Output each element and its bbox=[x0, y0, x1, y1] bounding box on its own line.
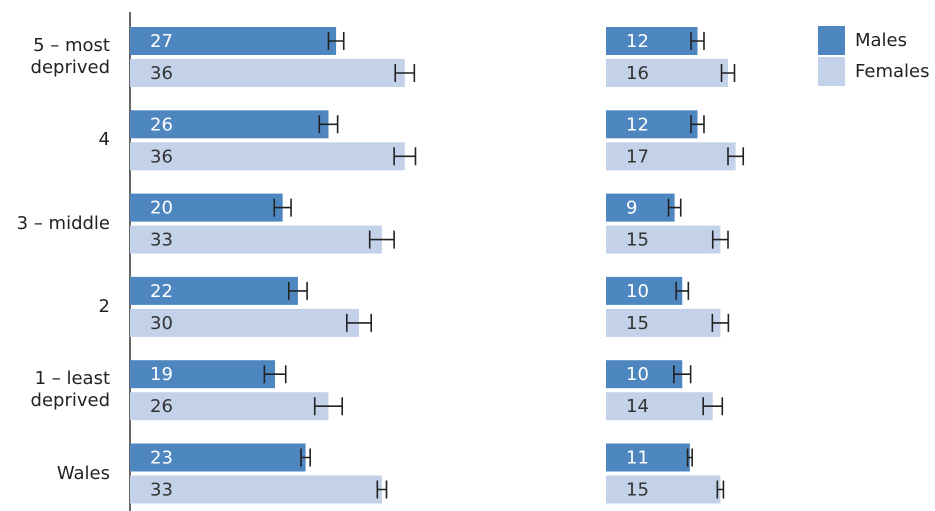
error-bar bbox=[393, 147, 417, 166]
error-bar bbox=[667, 198, 682, 217]
value-label: 19 bbox=[150, 364, 173, 385]
error-bar bbox=[690, 115, 705, 134]
bar bbox=[606, 443, 690, 472]
bar bbox=[130, 142, 405, 171]
value-label: 20 bbox=[150, 198, 173, 219]
bar bbox=[130, 193, 283, 222]
category-label: Wales bbox=[56, 462, 110, 484]
value-label: 33 bbox=[150, 480, 173, 501]
legend-swatch bbox=[818, 26, 845, 55]
bar bbox=[130, 59, 405, 87]
value-label: 15 bbox=[626, 480, 649, 501]
value-label: 27 bbox=[150, 31, 173, 52]
error-bar bbox=[376, 480, 388, 499]
error-bar bbox=[720, 64, 736, 82]
bar bbox=[130, 276, 298, 305]
category-label: 1 – least deprived bbox=[30, 368, 110, 412]
error-bar bbox=[711, 313, 730, 332]
error-bar bbox=[394, 64, 416, 82]
bar bbox=[130, 27, 337, 55]
legend-swatch bbox=[818, 57, 845, 86]
error-bar bbox=[287, 281, 308, 300]
value-label: 10 bbox=[626, 281, 649, 302]
error-bar bbox=[300, 448, 311, 467]
error-bar bbox=[716, 480, 725, 499]
error-bar bbox=[368, 230, 395, 249]
category-label: 4 bbox=[98, 129, 110, 151]
error-bar bbox=[273, 198, 292, 217]
value-label: 11 bbox=[626, 448, 649, 469]
bar bbox=[130, 443, 306, 472]
value-label: 12 bbox=[626, 114, 649, 135]
value-label: 17 bbox=[626, 146, 649, 167]
error-bar bbox=[673, 365, 692, 384]
bar bbox=[130, 225, 382, 254]
error-bar bbox=[313, 397, 344, 416]
bar bbox=[130, 475, 382, 504]
value-label: 12 bbox=[626, 31, 649, 52]
legend-label: Males bbox=[855, 30, 907, 51]
value-label: 23 bbox=[150, 448, 173, 469]
category-label: 2 bbox=[98, 295, 110, 317]
error-bar bbox=[318, 115, 339, 134]
bar bbox=[606, 193, 675, 222]
error-bar bbox=[711, 230, 729, 249]
error-bar bbox=[327, 32, 345, 50]
error-bar bbox=[345, 313, 373, 332]
category-label: 3 – middle bbox=[16, 212, 110, 234]
bar bbox=[606, 225, 721, 254]
value-label: 14 bbox=[626, 396, 649, 417]
error-bar bbox=[702, 397, 724, 416]
value-label: 33 bbox=[150, 230, 173, 251]
value-label: 22 bbox=[150, 281, 173, 302]
error-bar bbox=[675, 281, 690, 300]
bar bbox=[606, 276, 683, 305]
category-label: 5 – most deprived bbox=[30, 35, 110, 78]
error-bar bbox=[686, 448, 693, 467]
bar bbox=[130, 360, 276, 389]
value-label: 10 bbox=[626, 364, 649, 385]
legend-label: Females bbox=[855, 61, 929, 82]
bar bbox=[130, 110, 329, 139]
value-label: 15 bbox=[626, 230, 649, 251]
bar bbox=[606, 27, 698, 55]
value-label: 16 bbox=[626, 63, 649, 84]
error-bar bbox=[727, 147, 745, 166]
value-label: 36 bbox=[150, 146, 173, 167]
bar bbox=[606, 59, 728, 87]
bar bbox=[606, 475, 721, 504]
bar bbox=[606, 308, 721, 337]
value-label: 30 bbox=[150, 313, 173, 334]
value-label: 15 bbox=[626, 313, 649, 334]
bar bbox=[130, 392, 329, 421]
bar bbox=[606, 110, 698, 139]
bar bbox=[606, 142, 736, 171]
value-label: 26 bbox=[150, 114, 173, 135]
value-label: 26 bbox=[150, 396, 173, 417]
value-label: 36 bbox=[150, 63, 173, 84]
error-bar bbox=[690, 32, 705, 50]
bar bbox=[130, 308, 359, 337]
value-label: 9 bbox=[626, 198, 637, 219]
error-bar bbox=[263, 365, 287, 384]
bar bbox=[606, 392, 713, 421]
bar bbox=[606, 360, 683, 389]
